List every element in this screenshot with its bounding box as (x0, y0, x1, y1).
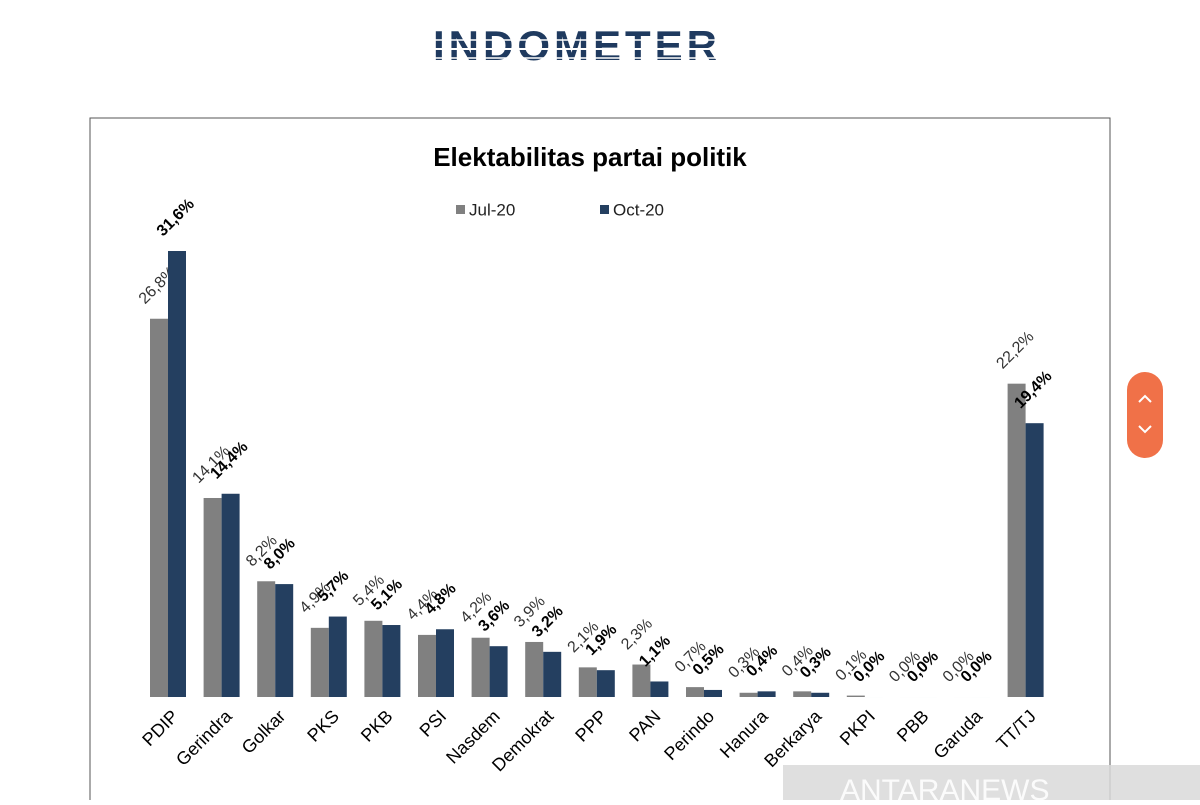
bar (168, 251, 186, 697)
bar (650, 681, 668, 697)
bar (204, 498, 222, 697)
legend-label: Oct-20 (613, 200, 664, 219)
legend-label: Jul-20 (469, 200, 515, 219)
bar (382, 625, 400, 697)
watermark: ANTARANEWS (840, 774, 1049, 800)
bar (579, 667, 597, 697)
bar (436, 629, 454, 697)
bar (543, 652, 561, 697)
bar (364, 621, 382, 697)
bar (311, 628, 329, 697)
bar (418, 635, 436, 697)
bar (847, 696, 865, 697)
bar (758, 691, 776, 697)
bar (472, 638, 490, 697)
scroll-pill[interactable] (1127, 372, 1163, 458)
bar (525, 642, 543, 697)
bar (150, 319, 168, 697)
bar (222, 494, 240, 697)
bar (257, 581, 275, 697)
bar (597, 670, 615, 697)
scroll-button[interactable] (1127, 372, 1163, 458)
legend-swatch (600, 205, 609, 214)
bar (740, 693, 758, 697)
bar (275, 584, 293, 697)
logo: INDOMETER (433, 22, 721, 69)
bar (686, 687, 704, 697)
bar (329, 617, 347, 697)
bar (811, 693, 829, 697)
bar (490, 646, 508, 697)
bar (1008, 384, 1026, 697)
legend-swatch (456, 205, 465, 214)
bar (1026, 423, 1044, 697)
bar (793, 691, 811, 697)
chart-title: Elektabilitas partai politik (433, 142, 747, 172)
bar (704, 690, 722, 697)
